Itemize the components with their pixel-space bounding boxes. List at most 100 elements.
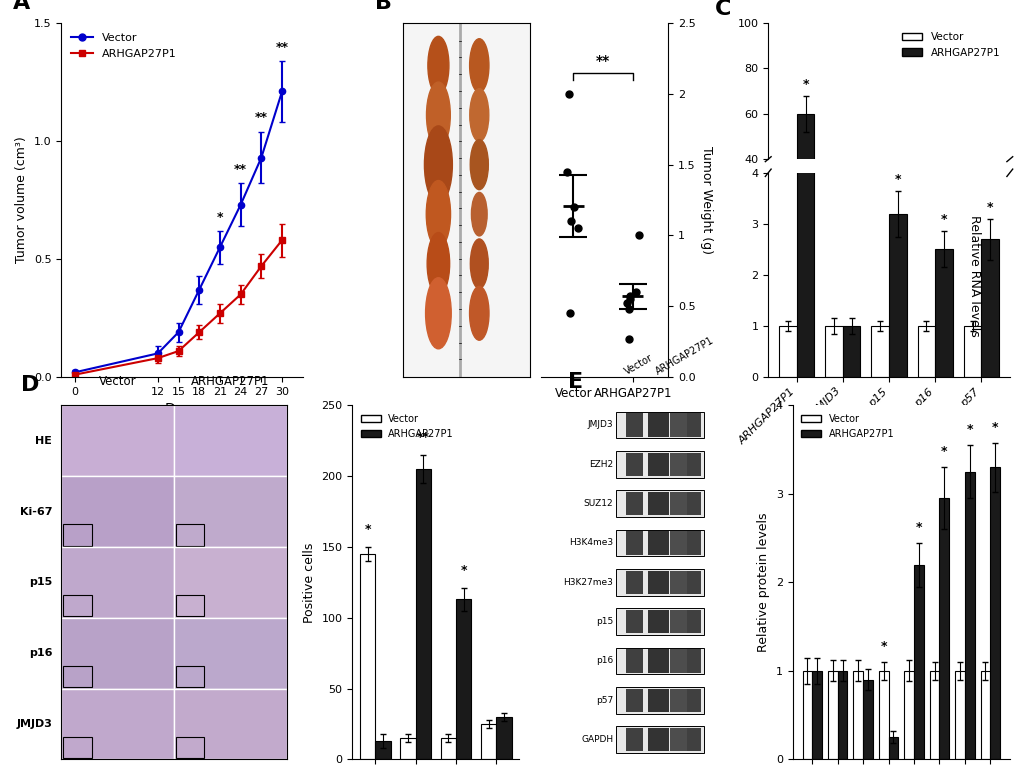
Bar: [796, 0, 813, 377]
Bar: [669, 453, 687, 476]
Text: H3K4me3: H3K4me3: [569, 538, 612, 548]
Bar: [647, 611, 668, 634]
Bar: [837, 671, 847, 759]
Text: p16: p16: [596, 657, 612, 666]
Bar: [934, 244, 952, 250]
Text: E: E: [568, 372, 583, 392]
Bar: [842, 326, 860, 377]
Bar: [954, 671, 964, 759]
Text: B: B: [374, 0, 391, 13]
Bar: [615, 687, 703, 713]
Text: Vector: Vector: [99, 374, 137, 387]
Bar: [626, 532, 643, 555]
Text: *: *: [940, 213, 947, 226]
Bar: [647, 453, 668, 476]
Text: p15: p15: [596, 617, 612, 626]
Bar: [669, 689, 687, 712]
Bar: [615, 412, 703, 438]
Bar: [669, 571, 687, 594]
Bar: [63, 666, 92, 687]
Bar: [496, 717, 512, 759]
Legend: Vector, ARHGAP27P1: Vector, ARHGAP27P1: [357, 410, 458, 443]
Bar: [669, 611, 687, 634]
Bar: [626, 650, 643, 673]
Bar: [796, 114, 813, 250]
Bar: [687, 611, 701, 634]
Bar: [888, 737, 898, 759]
Bar: [938, 499, 948, 759]
Bar: [626, 689, 643, 712]
Bar: [481, 724, 496, 759]
Circle shape: [469, 38, 488, 92]
Bar: [647, 413, 668, 436]
Text: Vector: Vector: [623, 353, 654, 377]
Bar: [173, 547, 286, 617]
Text: JMJD3: JMJD3: [16, 719, 52, 729]
Bar: [687, 650, 701, 673]
Bar: [870, 326, 889, 377]
Bar: [61, 689, 173, 759]
Text: Ki-67: Ki-67: [19, 506, 52, 516]
Bar: [989, 467, 999, 759]
Bar: [687, 413, 701, 436]
Circle shape: [470, 239, 488, 288]
Text: *: *: [879, 640, 887, 653]
Text: *: *: [802, 78, 808, 91]
Bar: [173, 617, 286, 689]
Bar: [176, 666, 204, 687]
Bar: [934, 249, 952, 377]
Bar: [811, 671, 821, 759]
Bar: [399, 738, 416, 759]
Bar: [61, 476, 173, 547]
Text: p16: p16: [29, 648, 52, 658]
Bar: [889, 242, 906, 250]
Text: **: **: [595, 54, 609, 68]
Bar: [669, 532, 687, 555]
Bar: [615, 726, 703, 753]
Bar: [687, 532, 701, 555]
Bar: [647, 650, 668, 673]
Bar: [176, 595, 204, 617]
Text: p15: p15: [29, 578, 52, 588]
Circle shape: [470, 89, 488, 141]
Bar: [862, 680, 872, 759]
Bar: [687, 728, 701, 751]
Bar: [669, 728, 687, 751]
Bar: [687, 492, 701, 515]
Circle shape: [428, 36, 448, 94]
Text: *: *: [965, 423, 972, 436]
X-axis label: Days: Days: [164, 402, 199, 416]
Bar: [615, 490, 703, 517]
Text: D: D: [20, 375, 39, 395]
Bar: [626, 453, 643, 476]
Bar: [647, 728, 668, 751]
Bar: [889, 214, 906, 377]
Text: H3K27me3: H3K27me3: [564, 578, 612, 587]
Bar: [687, 571, 701, 594]
Bar: [647, 492, 668, 515]
Bar: [647, 689, 668, 712]
Text: C: C: [714, 0, 731, 19]
Text: SUZ12: SUZ12: [583, 499, 612, 509]
Bar: [173, 689, 286, 759]
Text: **: **: [234, 163, 247, 176]
Bar: [615, 451, 703, 478]
Bar: [455, 599, 471, 759]
Bar: [626, 413, 643, 436]
Bar: [917, 326, 934, 377]
Bar: [63, 595, 92, 617]
Bar: [779, 326, 796, 377]
Bar: [61, 547, 173, 617]
Bar: [647, 571, 668, 594]
Bar: [827, 671, 837, 759]
Circle shape: [470, 140, 488, 189]
Bar: [802, 671, 811, 759]
Legend: Vector, ARHGAP27P1: Vector, ARHGAP27P1: [66, 28, 181, 63]
Text: *: *: [460, 564, 467, 577]
Bar: [913, 565, 923, 759]
Bar: [440, 738, 455, 759]
Bar: [669, 413, 687, 436]
Bar: [669, 492, 687, 515]
Y-axis label: Tumor volume (cm³): Tumor volume (cm³): [15, 137, 29, 263]
Y-axis label: Relative protein levels: Relative protein levels: [756, 512, 769, 652]
